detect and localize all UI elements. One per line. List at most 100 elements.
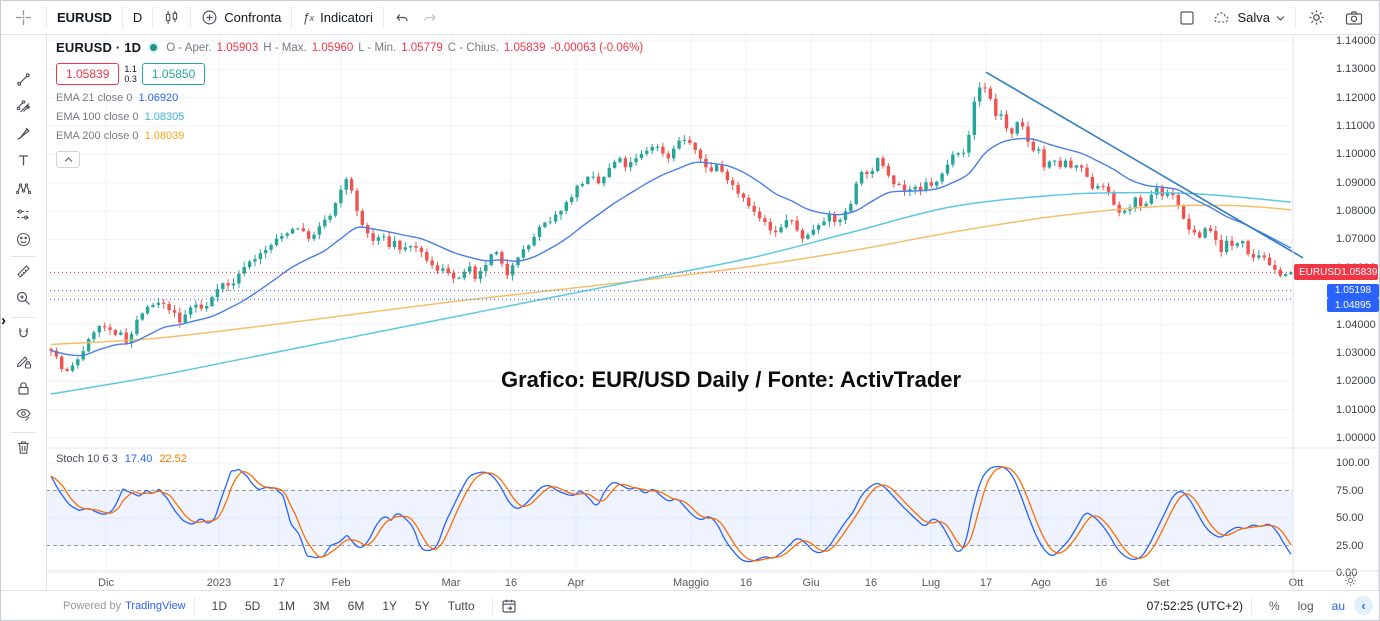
symbol-button[interactable]: EURUSD bbox=[57, 10, 112, 25]
xabcd-pattern-icon[interactable] bbox=[15, 180, 32, 197]
ruler-icon[interactable] bbox=[15, 263, 32, 280]
stoch-axis-label: 75.00 bbox=[1336, 484, 1364, 497]
close-label: C - Chius. bbox=[447, 41, 499, 54]
legend-symbol[interactable]: EURUSD · 1D bbox=[56, 40, 142, 55]
time-axis-label: Apr bbox=[567, 577, 585, 589]
range-5D[interactable]: 5D bbox=[244, 598, 261, 613]
time-axis-label: 16 bbox=[1094, 577, 1108, 589]
compare-button[interactable]: Confronta bbox=[191, 9, 291, 26]
text-icon[interactable] bbox=[15, 152, 32, 169]
settings-gear-icon[interactable] bbox=[1300, 9, 1333, 26]
time-axis-label: 16 bbox=[739, 577, 753, 589]
emoji-icon[interactable] bbox=[15, 231, 32, 248]
remove-drawings-icon[interactable] bbox=[15, 439, 32, 456]
ema-legend-row[interactable]: EMA 100 close 0 1.08305 bbox=[56, 111, 643, 123]
time-axis-label: Set bbox=[1152, 577, 1170, 589]
price-axis-label: 1.09000 bbox=[1336, 176, 1376, 189]
high-value: 1.05960 bbox=[311, 41, 354, 54]
powered-by-label: Powered by bbox=[63, 599, 122, 612]
stoch-axis-settings-icon[interactable] bbox=[1344, 574, 1357, 592]
alert-price-label: 1.05198 bbox=[1327, 283, 1379, 298]
stoch-k-value: 17.40 bbox=[124, 453, 153, 465]
tradingview-link[interactable]: TradingView bbox=[125, 599, 186, 612]
redo-icon bbox=[422, 11, 438, 25]
crosshair-icon[interactable] bbox=[1, 9, 46, 26]
stoch-d-value: 22.52 bbox=[159, 453, 187, 465]
drawing-toolbar bbox=[1, 34, 47, 591]
chart-style-button[interactable] bbox=[153, 9, 190, 26]
panel-expand-chevron[interactable]: › bbox=[1, 311, 6, 329]
time-axis-label: 17 bbox=[979, 577, 993, 589]
price-axis-label: 1.00000 bbox=[1336, 431, 1376, 444]
range-buttons: 1D 5D 1M 3M 6M 1Y 5Y Tutto bbox=[203, 599, 484, 613]
stoch-axis-label: 25.00 bbox=[1336, 539, 1364, 552]
price-axis-label: 1.13000 bbox=[1336, 63, 1376, 76]
ema-legend-row[interactable]: EMA 200 close 0 1.08039 bbox=[56, 130, 643, 142]
brush-icon[interactable] bbox=[15, 125, 32, 142]
time-axis-label: Giu bbox=[802, 577, 820, 589]
plus-circle-icon bbox=[201, 9, 218, 26]
zoom-in-icon[interactable] bbox=[15, 290, 32, 307]
lock-all-icon[interactable] bbox=[15, 380, 32, 397]
buy-price-button[interactable]: 1.05850 bbox=[141, 63, 206, 85]
price-axis-label: 1.12000 bbox=[1336, 91, 1376, 104]
price-axis-label: 1.01000 bbox=[1336, 403, 1376, 416]
auto-scale-button[interactable]: au bbox=[1331, 598, 1345, 613]
high-label: H - Max. bbox=[263, 41, 307, 54]
trend-line-icon[interactable] bbox=[15, 71, 32, 88]
layout-icon[interactable] bbox=[1171, 10, 1203, 26]
range-1D[interactable]: 1D bbox=[211, 598, 227, 613]
price-axis-label: 1.02000 bbox=[1336, 375, 1376, 388]
drawing-mode-lock-icon[interactable] bbox=[15, 353, 32, 370]
hide-drawings-icon[interactable] bbox=[15, 406, 32, 423]
legend-collapse-button[interactable] bbox=[56, 151, 80, 168]
price-axis-label: 1.03000 bbox=[1336, 346, 1376, 359]
price-axis-label: 1.10000 bbox=[1336, 148, 1376, 161]
range-1Y[interactable]: 1Y bbox=[382, 598, 398, 613]
time-axis-label: Mar bbox=[441, 577, 461, 589]
stoch-title[interactable]: Stoch 10 6 3 bbox=[56, 453, 118, 465]
time-axis-label: Ago bbox=[1031, 577, 1051, 589]
time-axis-label: 17 bbox=[272, 577, 286, 589]
last-price-label: EURUSD 1.05839 bbox=[1294, 264, 1378, 281]
interval-button[interactable]: D bbox=[132, 10, 143, 25]
time-axis-label: Maggio bbox=[672, 577, 710, 589]
undo-button[interactable] bbox=[384, 11, 420, 25]
fib-tools-icon[interactable] bbox=[15, 98, 32, 115]
save-button[interactable]: Salva bbox=[1207, 10, 1291, 25]
magnet-icon[interactable] bbox=[15, 325, 32, 342]
low-value: 1.05779 bbox=[401, 41, 443, 54]
close-value: 1.05839 bbox=[503, 41, 546, 54]
chevron-down-icon bbox=[1276, 15, 1285, 21]
ema-label: EMA 200 close 0 bbox=[56, 130, 139, 142]
percent-scale-button[interactable]: % bbox=[1268, 598, 1280, 613]
go-to-date-icon[interactable] bbox=[501, 598, 517, 614]
market-status-dot bbox=[150, 44, 158, 51]
ema-label: EMA 100 close 0 bbox=[56, 111, 139, 123]
change-value: -0.00063 (-0.06%) bbox=[550, 41, 644, 54]
range-Tutto[interactable]: Tutto bbox=[447, 598, 475, 613]
ema-legend-row[interactable]: EMA 21 close 0 1.06920 bbox=[56, 92, 643, 104]
range-1M[interactable]: 1M bbox=[278, 598, 295, 613]
bottom-toolbar: Powered by TradingView 1D 5D 1M 3M 6M 1Y 5Y Tut… bbox=[1, 590, 1379, 620]
sell-price-button[interactable]: 1.05839 bbox=[56, 63, 120, 85]
range-6M[interactable]: 6M bbox=[347, 598, 365, 613]
range-3M[interactable]: 3M bbox=[313, 598, 330, 613]
indicator-legend-rows: EMA 21 close 0 1.06920 EMA 100 close 0 1.08… bbox=[56, 92, 643, 142]
collapse-right-chevron[interactable]: ‹ bbox=[1354, 596, 1373, 615]
time-axis-label: 16 bbox=[504, 577, 518, 589]
log-scale-button[interactable]: log bbox=[1297, 598, 1314, 613]
camera-icon[interactable] bbox=[1337, 10, 1371, 26]
low-label: L - Min. bbox=[358, 41, 397, 54]
forecast-icon[interactable] bbox=[15, 206, 32, 223]
time-axis-label: 2023 bbox=[206, 577, 232, 589]
range-5Y[interactable]: 5Y bbox=[415, 598, 430, 613]
chart-watermark: Grafico: EUR/USD Daily / Fonte: ActivTra… bbox=[501, 367, 962, 392]
cloud-icon bbox=[1213, 10, 1231, 25]
time-axis-label: 16 bbox=[864, 577, 878, 589]
clock-display[interactable]: 07:52:25 (UTC+2) bbox=[1146, 598, 1243, 613]
redo-button[interactable] bbox=[420, 11, 448, 25]
